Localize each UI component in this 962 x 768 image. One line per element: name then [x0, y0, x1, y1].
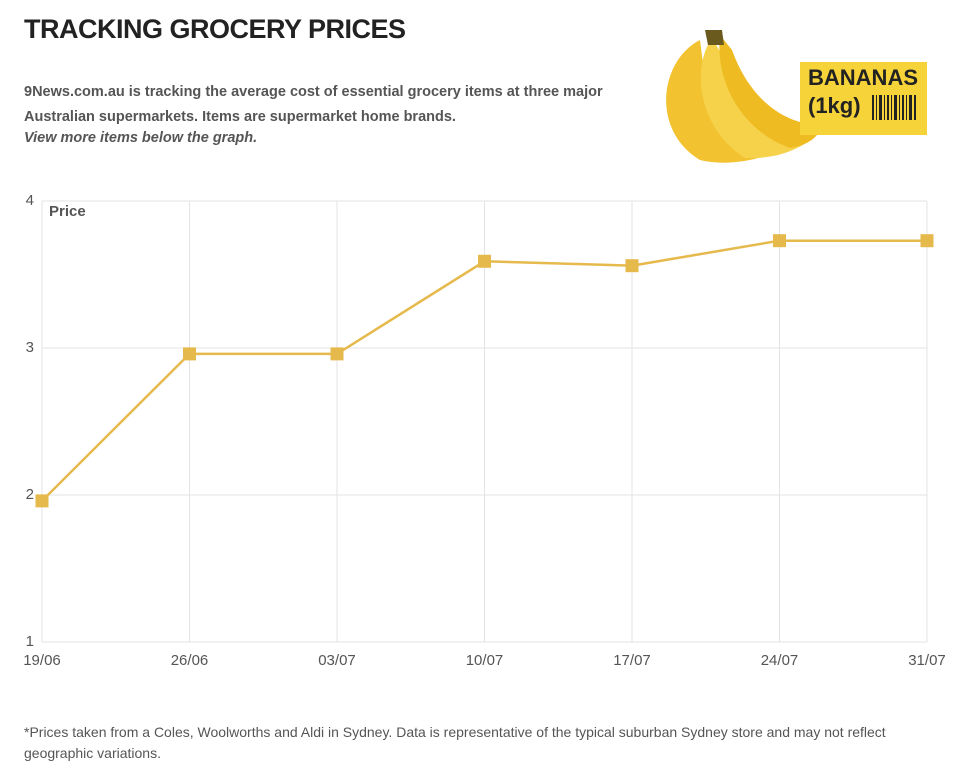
footnote: *Prices taken from a Coles, Woolworths a…: [24, 724, 886, 761]
banana-image: BANANAS (1kg): [666, 30, 927, 163]
page-title: TRACKING GROCERY PRICES: [24, 14, 406, 44]
point: [625, 259, 639, 273]
x-tick-label: 31/07: [908, 652, 946, 669]
x-tick-label: 24/07: [761, 652, 799, 669]
x-tick-label: 19/06: [23, 652, 61, 669]
y-tick-label: 1: [26, 633, 34, 650]
x-tick-label: 10/07: [466, 652, 504, 669]
note: View more items below the graph.: [24, 130, 258, 146]
x-tick-label: 03/07: [318, 652, 356, 669]
point: [183, 347, 196, 361]
chart: BANANAS (1kg) Price 1 2 3 4 19/06 26/06 03/07 1…: [23, 30, 946, 669]
point: [773, 234, 786, 248]
point: [330, 347, 344, 361]
point: [920, 234, 934, 248]
image-label: BANANAS: [808, 65, 918, 90]
y-axis-label: Price: [49, 203, 86, 220]
image-label: (1kg): [808, 93, 861, 118]
y-tick-label: 3: [26, 339, 34, 356]
point: [478, 254, 491, 268]
x-tick-label: 26/06: [171, 652, 209, 669]
subtitle: 9News.com.au is tracking the average cos…: [24, 84, 603, 125]
point: [35, 494, 49, 508]
y-tick-label: 2: [26, 486, 34, 503]
x-tick-label: 17/07: [613, 652, 651, 669]
y-tick-label: 4: [26, 192, 34, 209]
